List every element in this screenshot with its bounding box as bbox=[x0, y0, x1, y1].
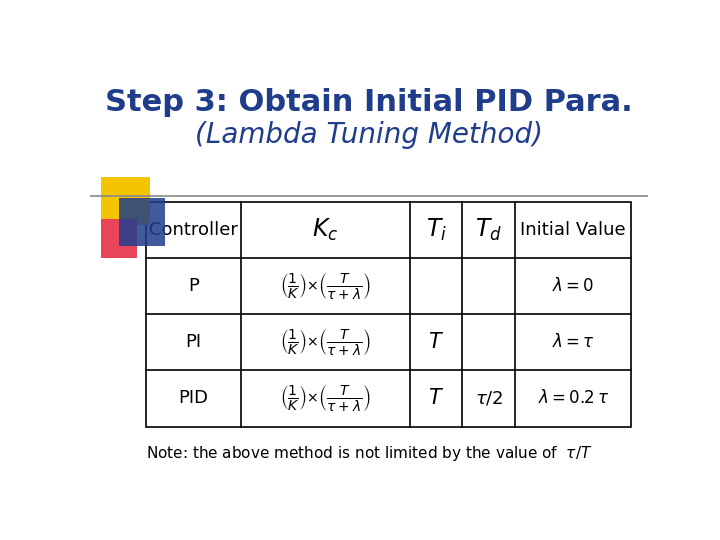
Text: $\lambda = 0$: $\lambda = 0$ bbox=[552, 277, 595, 295]
Text: $T$: $T$ bbox=[428, 388, 444, 408]
Text: Note: the above method is not limited by the value of  $\tau/T$: Note: the above method is not limited by… bbox=[145, 444, 593, 463]
Text: P: P bbox=[188, 277, 199, 295]
Text: $\lambda = 0.2\,\tau$: $\lambda = 0.2\,\tau$ bbox=[538, 389, 609, 408]
Text: $K_c$: $K_c$ bbox=[312, 217, 338, 243]
Text: $\tau/2$: $\tau/2$ bbox=[474, 389, 503, 408]
Text: $T_d$: $T_d$ bbox=[475, 217, 503, 243]
Text: Step 3: Obtain Initial PID Para.: Step 3: Obtain Initial PID Para. bbox=[105, 87, 633, 117]
Text: PI: PI bbox=[185, 333, 202, 352]
Bar bbox=[145, 202, 631, 427]
Text: PID: PID bbox=[179, 389, 208, 408]
Text: $T$: $T$ bbox=[428, 332, 444, 352]
Text: $\left(\dfrac{1}{K}\right)\!\times\!\left(\dfrac{T}{\tau+\lambda}\right)$: $\left(\dfrac{1}{K}\right)\!\times\!\lef… bbox=[280, 327, 371, 357]
Bar bbox=[119, 198, 165, 246]
Text: $\left(\dfrac{1}{K}\right)\!\times\!\left(\dfrac{T}{\tau+\lambda}\right)$: $\left(\dfrac{1}{K}\right)\!\times\!\lef… bbox=[280, 383, 371, 414]
Text: $\lambda = \tau$: $\lambda = \tau$ bbox=[552, 333, 595, 352]
Text: Initial Value: Initial Value bbox=[521, 221, 626, 239]
Text: $\left(\dfrac{1}{K}\right)\!\times\!\left(\dfrac{T}{\tau+\lambda}\right)$: $\left(\dfrac{1}{K}\right)\!\times\!\lef… bbox=[280, 271, 371, 301]
Bar bbox=[101, 177, 150, 225]
Text: $T_i$: $T_i$ bbox=[426, 217, 446, 243]
Bar bbox=[101, 219, 138, 258]
Text: Controller: Controller bbox=[149, 221, 238, 239]
Text: (Lambda Tuning Method): (Lambda Tuning Method) bbox=[195, 121, 543, 149]
